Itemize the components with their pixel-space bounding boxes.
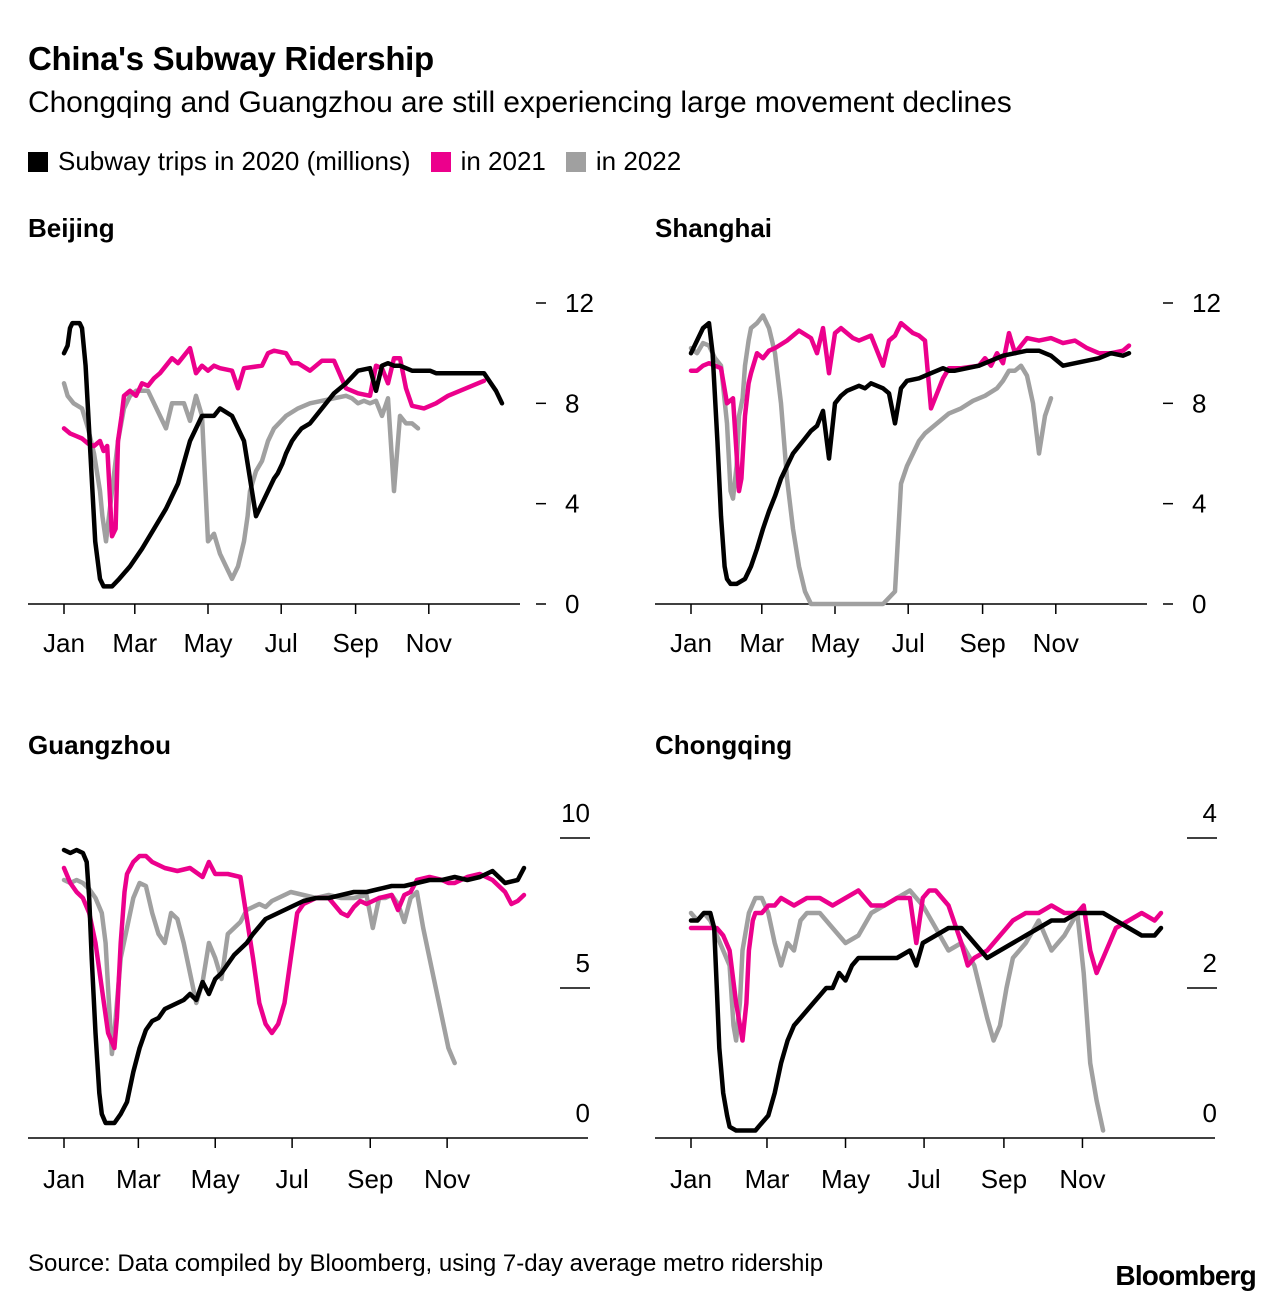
- legend-swatch-2022: [565, 151, 586, 172]
- series-line-chongqing-2021: [688, 888, 1164, 1043]
- y-tick-label-beijing-12: 12: [565, 288, 594, 318]
- series-line-beijing-2021: [61, 345, 487, 539]
- x-tick-label-shanghai-jul: Jul: [892, 628, 925, 658]
- x-tick-label-shanghai-may: May: [810, 628, 859, 658]
- chart-subtitle: Chongqing and Guangzhou are still experi…: [28, 86, 1012, 119]
- series-line-shanghai-2020: [688, 320, 1132, 587]
- series-line-chongqing-2022: [688, 888, 1106, 1133]
- y-tick-label-beijing-8: 8: [565, 388, 579, 418]
- x-tick-label-guangzhou-jan: Jan: [43, 1164, 85, 1194]
- y-tick-label-chongqing-4: 4: [1203, 798, 1217, 828]
- series-line-shanghai-2021: [688, 320, 1132, 494]
- legend-item-2020: Subway trips in 2020 (millions): [28, 146, 411, 177]
- legend-swatch-2021: [430, 151, 451, 172]
- y-tick-label-guangzhou-10: 10: [561, 798, 590, 828]
- x-tick-label-beijing-mar: Mar: [112, 628, 157, 658]
- panel-title-shanghai: Shanghai: [655, 213, 773, 243]
- y-tick-label-beijing-4: 4: [565, 489, 579, 519]
- chart-panel-beijing: 0 4 8 12 Jan Mar May Jul Sep Nov: [28, 288, 594, 658]
- y-tick-label-shanghai-12: 12: [1192, 288, 1221, 318]
- legend-swatch-2020: [28, 151, 48, 172]
- bloomberg-logo: Bloomberg: [1115, 1260, 1256, 1291]
- series-line-beijing-2020: [61, 320, 505, 589]
- x-tick-label-chongqing-jan: Jan: [670, 1164, 712, 1194]
- x-tick-label-guangzhou-sep: Sep: [347, 1164, 393, 1194]
- x-tick-label-shanghai-sep: Sep: [959, 628, 1005, 658]
- panel-title-chongqing: Chongqing: [655, 730, 793, 760]
- series-line-guangzhou-2021: [61, 853, 527, 1051]
- x-tick-label-beijing-sep: Sep: [332, 628, 378, 658]
- chart-title: China's Subway Ridership: [28, 40, 434, 77]
- x-tick-label-shanghai-mar: Mar: [739, 628, 784, 658]
- x-tick-label-chongqing-mar: Mar: [745, 1164, 790, 1194]
- x-tick-label-guangzhou-nov: Nov: [424, 1164, 470, 1194]
- y-tick-label-guangzhou-5: 5: [576, 948, 590, 978]
- y-tick-label-guangzhou-0: 0: [576, 1098, 590, 1128]
- source-note: Source: Data compiled by Bloomberg, usin…: [28, 1250, 824, 1277]
- y-tick-label-chongqing-2: 2: [1203, 948, 1217, 978]
- x-tick-label-guangzhou-jul: Jul: [275, 1164, 308, 1194]
- y-tick-label-shanghai-4: 4: [1192, 489, 1206, 519]
- x-tick-label-chongqing-jul: Jul: [907, 1164, 940, 1194]
- series-line-guangzhou-2020: [61, 847, 527, 1126]
- x-tick-label-chongqing-sep: Sep: [981, 1164, 1027, 1194]
- panel-title-guangzhou: Guangzhou: [28, 730, 171, 760]
- x-tick-label-beijing-jan: Jan: [43, 628, 85, 658]
- x-tick-label-chongqing-nov: Nov: [1059, 1164, 1105, 1194]
- x-tick-label-beijing-jul: Jul: [265, 628, 298, 658]
- chart-panel-guangzhou: 0 5 10 Jan Mar May Jul Sep Nov: [28, 798, 590, 1194]
- x-tick-label-beijing-may: May: [183, 628, 232, 658]
- legend: Subway trips in 2020 (millions) in 2021 …: [28, 146, 701, 177]
- legend-label-2022: in 2022: [595, 146, 682, 176]
- x-tick-label-guangzhou-mar: Mar: [116, 1164, 161, 1194]
- y-tick-label-beijing-0: 0: [565, 589, 579, 619]
- y-tick-label-shanghai-0: 0: [1192, 589, 1206, 619]
- legend-item-2022: in 2022: [565, 146, 682, 177]
- legend-label-2021: in 2021: [460, 146, 546, 176]
- legend-label-2020: Subway trips in 2020 (millions): [58, 146, 411, 176]
- panel-title-beijing: Beijing: [28, 213, 115, 243]
- x-tick-label-shanghai-nov: Nov: [1033, 628, 1079, 658]
- series-line-chongqing-2020: [688, 910, 1164, 1133]
- x-tick-label-guangzhou-may: May: [191, 1164, 240, 1194]
- x-tick-label-beijing-nov: Nov: [406, 628, 452, 658]
- chart-panel-chongqing: 0 2 4 Jan Mar May Jul Sep Nov: [655, 798, 1217, 1194]
- x-tick-label-chongqing-may: May: [821, 1164, 870, 1194]
- y-tick-label-shanghai-8: 8: [1192, 388, 1206, 418]
- x-tick-label-shanghai-jan: Jan: [670, 628, 712, 658]
- y-tick-label-chongqing-0: 0: [1203, 1098, 1217, 1128]
- legend-item-2021: in 2021: [430, 146, 546, 177]
- chart-panel-shanghai: 0 4 8 12 Jan Mar May Jul Sep Nov: [655, 288, 1221, 658]
